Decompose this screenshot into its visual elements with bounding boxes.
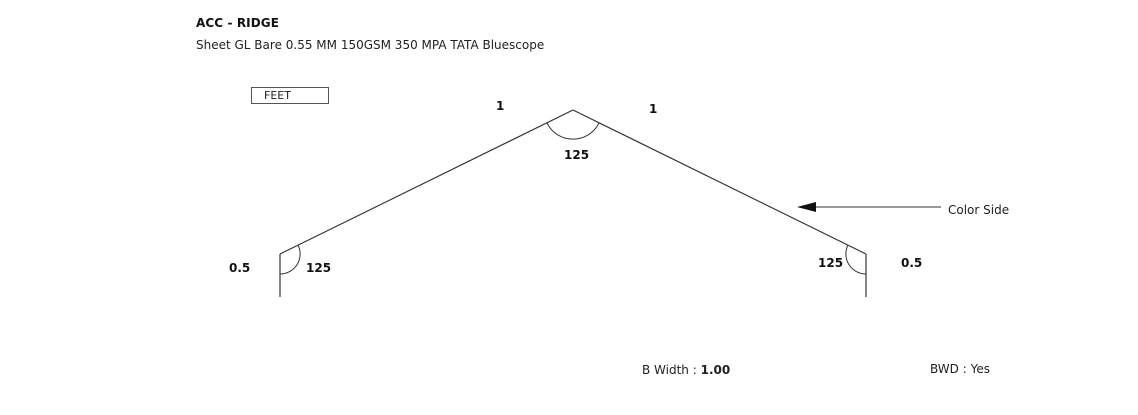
unit-selector[interactable]: FEET <box>251 87 329 104</box>
apex-angle-arc <box>546 122 600 140</box>
color-side-label: Color Side <box>948 203 1009 217</box>
right-hem-length-label: 0.5 <box>901 256 922 270</box>
right-slope-length-label: 1 <box>649 102 657 116</box>
left-hem-length-label: 0.5 <box>229 261 250 275</box>
b-width-value: 1.00 <box>700 363 731 377</box>
color-side-arrowhead <box>797 202 816 212</box>
bwd-status: BWD : Yes <box>930 362 990 376</box>
material-spec: Sheet GL Bare 0.55 MM 150GSM 350 MPA TAT… <box>196 38 545 52</box>
right-slope-line <box>572 109 867 255</box>
left-slope-length-label: 1 <box>496 99 504 113</box>
drawing-title: ACC - RIDGE <box>196 16 280 30</box>
right-angle-label: 125 <box>818 256 843 270</box>
left-angle-arc <box>279 244 301 275</box>
apex-angle-label: 125 <box>564 148 589 162</box>
right-angle-arc <box>845 244 867 275</box>
left-angle-label: 125 <box>306 261 331 275</box>
b-width-field: B Width : 1.00 <box>642 363 730 377</box>
left-slope-line <box>279 109 574 255</box>
b-width-label: B Width : <box>642 363 697 377</box>
